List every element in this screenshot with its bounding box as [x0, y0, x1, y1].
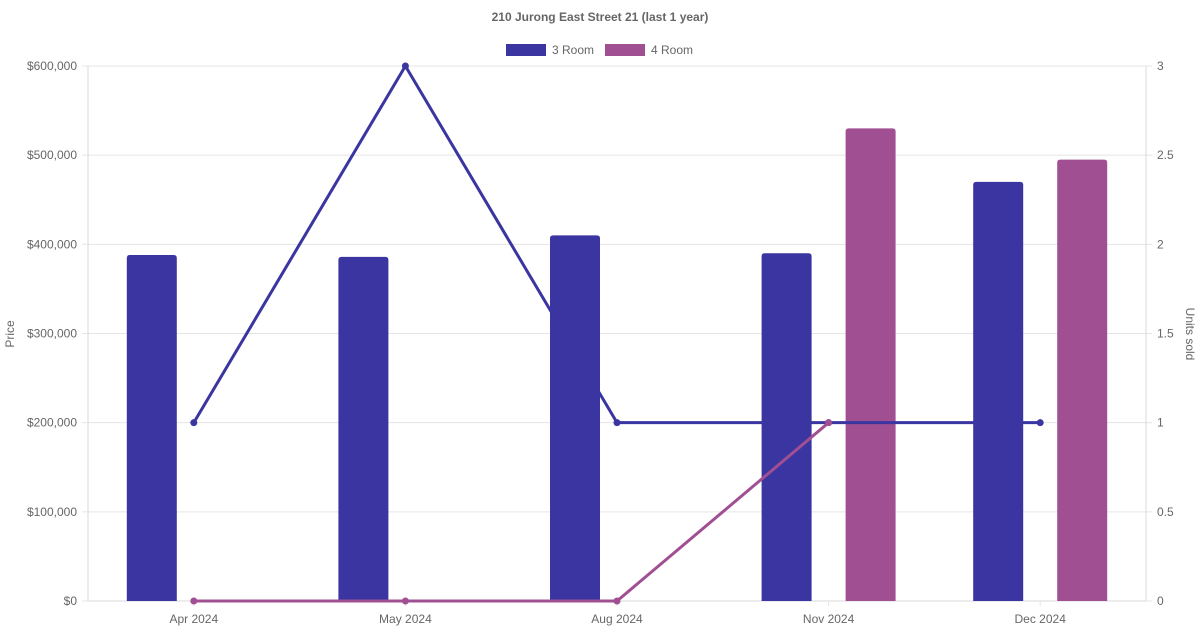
- bar-4-room: [1057, 159, 1108, 601]
- legend-label-3-room: 3 Room: [552, 43, 594, 57]
- bar-4-room: [845, 128, 896, 601]
- x-tick-label: Aug 2024: [591, 612, 643, 626]
- line-units-4-room: [193, 421, 830, 603]
- bar-3-room: [126, 255, 177, 602]
- lines-layer: [190, 62, 1044, 605]
- bar-3-room: [761, 253, 812, 601]
- x-tick-label: May 2024: [379, 612, 432, 626]
- legend-label-4-room: 4 Room: [651, 43, 693, 57]
- bar-3-room: [973, 181, 1024, 601]
- point-units-3-room: [401, 62, 409, 70]
- legend: 3 Room 4 Room: [506, 43, 693, 57]
- point-units-4-room: [613, 597, 621, 605]
- y-left-tick-label: $400,000: [27, 237, 77, 251]
- point-units-4-room: [190, 597, 198, 605]
- y-right-tick-label: 0.5: [1157, 505, 1174, 519]
- grid-layer: [82, 65, 1152, 606]
- legend-item-4-room[interactable]: 4 Room: [605, 43, 693, 57]
- y-left-tick-label: $100,000: [27, 505, 77, 519]
- point-units-4-room: [825, 419, 833, 427]
- y-right-tick-label: 1.5: [1157, 327, 1174, 341]
- y-axis-left-title: Price: [3, 320, 17, 348]
- y-left-tick-label: $0: [64, 594, 78, 608]
- point-units-3-room: [190, 419, 198, 427]
- legend-swatch-3-room: [506, 44, 546, 56]
- y-axis-right-title: Units sold: [1183, 308, 1197, 361]
- ticks-layer: $0 0 $100,000 0.5 $200,000 1 $300,000 1.5 $400,0…: [27, 59, 1174, 626]
- bars-layer: [126, 128, 1108, 602]
- point-units-3-room: [613, 419, 621, 427]
- y-left-tick-label: $500,000: [27, 148, 77, 162]
- y-right-tick-label: 0: [1157, 594, 1164, 608]
- x-tick-label: Apr 2024: [169, 612, 218, 626]
- point-units-3-room: [1036, 419, 1044, 427]
- legend-item-3-room[interactable]: 3 Room: [506, 43, 594, 57]
- y-left-tick-label: $300,000: [27, 327, 77, 341]
- y-right-tick-label: 3: [1157, 59, 1164, 73]
- legend-swatch-4-room: [605, 44, 645, 56]
- y-left-tick-label: $600,000: [27, 59, 77, 73]
- y-right-tick-label: 2: [1157, 237, 1164, 251]
- point-units-4-room: [401, 597, 409, 605]
- y-right-tick-label: 1: [1157, 416, 1164, 430]
- chart-title: 210 Jurong East Street 21 (last 1 year): [492, 10, 709, 24]
- y-right-tick-label: 2.5: [1157, 148, 1174, 162]
- bar-3-room: [550, 235, 600, 601]
- x-tick-label: Dec 2024: [1015, 612, 1067, 626]
- x-tick-label: Nov 2024: [803, 612, 855, 626]
- y-left-tick-label: $200,000: [27, 416, 77, 430]
- bar-3-room: [338, 256, 389, 601]
